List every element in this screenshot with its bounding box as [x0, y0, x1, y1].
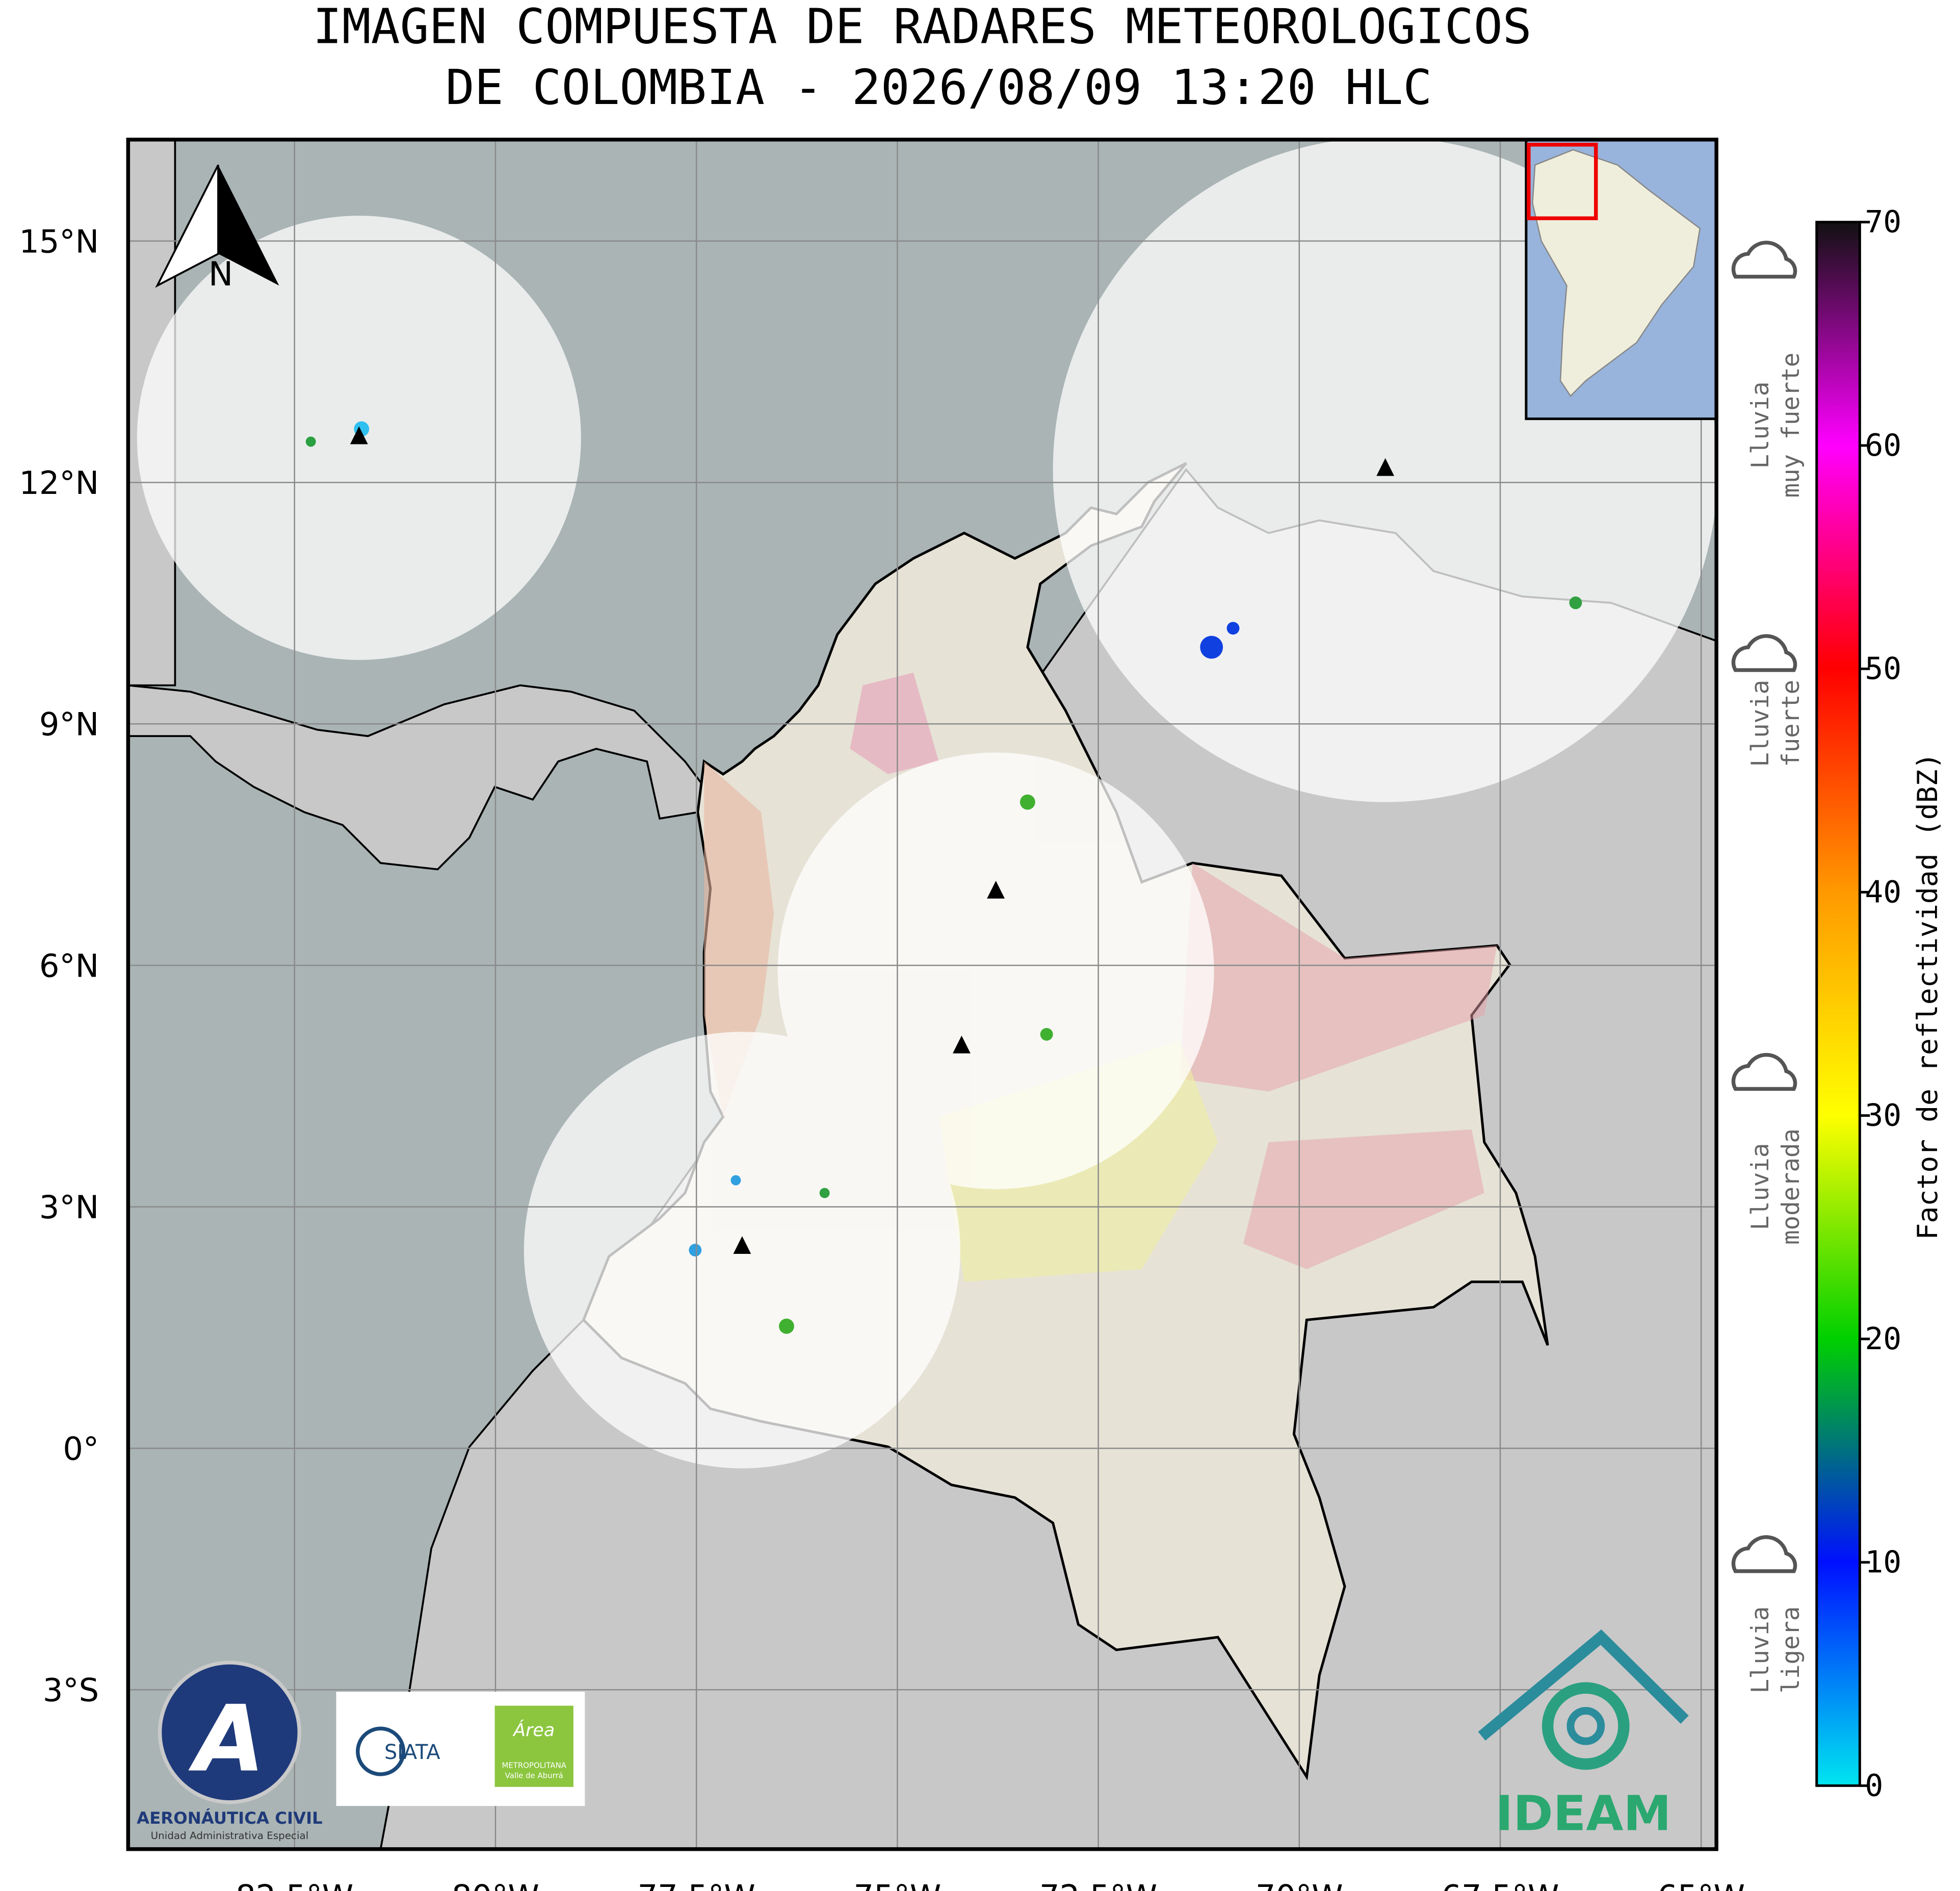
inset-highlight	[1527, 143, 1598, 221]
rain-label: ligera	[1777, 1606, 1805, 1693]
logo-circle	[158, 1661, 302, 1804]
echo	[689, 1244, 702, 1257]
x-tick-label: 67.5°W	[1441, 1878, 1559, 1891]
x-tick-label: 72.5°W	[1039, 1878, 1157, 1891]
rain-label: Lluvia	[1746, 1606, 1774, 1693]
rain-icon	[1731, 1053, 1797, 1091]
colorbar-tick-label: 20	[1865, 1322, 1901, 1357]
rain-label: Lluvia	[1746, 1143, 1774, 1230]
logo-ideam: IDEAM	[1478, 1629, 1689, 1842]
rain-icon	[1731, 1535, 1797, 1573]
coverage-circle	[777, 752, 1214, 1190]
logo-roof	[1478, 1629, 1689, 1741]
radar-sites	[350, 426, 1395, 1254]
colorbar-tick-label: 50	[1865, 651, 1901, 687]
x-tick-label: 77.5°W	[638, 1878, 755, 1891]
inset-land	[1532, 149, 1701, 397]
echo	[730, 1175, 741, 1186]
y-tick-label: 0°	[63, 1430, 99, 1467]
logo-text: IDEAM	[1495, 1785, 1671, 1842]
logo-text: METROPOLITANA	[502, 1761, 566, 1770]
echo	[1020, 794, 1035, 810]
radar-site	[952, 1035, 971, 1054]
rain-level: Lluvia ligera	[1731, 1535, 1805, 1693]
logo-text: AERONÁUTICA CIVIL	[137, 1808, 323, 1828]
region-shade	[704, 761, 774, 1117]
radar-site	[1376, 458, 1395, 476]
rain-label: moderada	[1777, 1128, 1805, 1245]
radar-site	[987, 881, 1005, 899]
y-tick-label: 15°N	[19, 223, 99, 260]
map-axes: 82.5°W 80°W 77.5°W 75°W 72.5°W 70°W 67.5°W 65°W…	[19, 223, 1745, 1891]
rain-label: fuerte	[1777, 680, 1805, 767]
region-shade	[1180, 863, 1497, 1092]
rain-label: muy fuerte	[1777, 353, 1805, 498]
colorbar-scale	[1815, 221, 1861, 1787]
land	[128, 684, 705, 871]
title-line: DE COLOMBIA - 2026/08/09 13:20 HLC	[446, 60, 1432, 116]
y-tick-label: 9°N	[39, 706, 99, 743]
logo-aerocivil: A AERONÁUTICA CIVIL Unidad Administrativ…	[137, 1661, 323, 1842]
inset-map	[1525, 139, 1717, 421]
logo-swirl	[1566, 1706, 1605, 1745]
logo-area-box	[494, 1705, 573, 1787]
y-tick-label: 6°N	[39, 947, 99, 984]
map: N A AERONÁUTICA CIVIL Unidad Administrat…	[128, 139, 1717, 1849]
map-frame	[126, 138, 1718, 1851]
x-tick-label: 75°W	[853, 1878, 941, 1891]
rain-level: Lluvia muy fuerte	[1731, 241, 1805, 498]
logo-text: Unidad Administrativa Especial	[151, 1830, 309, 1842]
echo	[819, 1188, 830, 1198]
grid	[128, 139, 1717, 1849]
y-tick-label: 12°N	[19, 464, 99, 502]
rain-label: Lluvia	[1746, 680, 1774, 767]
colorbar-tick-label: 40	[1865, 875, 1901, 910]
x-tick-label: 80°W	[452, 1878, 539, 1891]
north-label: N	[208, 255, 233, 294]
y-tick-label: 3°N	[39, 1189, 99, 1226]
x-tick-label: 65°W	[1657, 1878, 1745, 1891]
logo-sun	[356, 1726, 406, 1776]
rain-icon	[1731, 634, 1797, 672]
radar-site	[350, 426, 368, 444]
colorbar-tick-label: 70	[1865, 205, 1901, 240]
colorbar: Factor de reflectividad (dBZ) 0 10 20 30 40 5…	[1815, 205, 1944, 1803]
logo-text: Área	[512, 1719, 555, 1741]
colorbar-tick-label: 60	[1865, 428, 1901, 463]
colorbar-tick-label: 10	[1865, 1545, 1901, 1580]
colorbar-tick-label: 0	[1865, 1768, 1883, 1803]
rain-level: Lluvia moderada	[1731, 1053, 1805, 1245]
logo-glyph: A	[188, 1686, 265, 1792]
echo	[1226, 622, 1240, 635]
y-tick-label: 3°S	[43, 1672, 99, 1709]
logo-siata-area: SIATA Área METROPOLITANA Valle de Aburrá	[336, 1692, 585, 1806]
x-tick-label: 70°W	[1256, 1878, 1343, 1891]
region-shade	[1243, 1130, 1484, 1269]
rain-level: Lluvia fuerte	[1731, 634, 1805, 767]
echo	[1200, 636, 1223, 659]
rain-icon	[1731, 241, 1797, 279]
echo	[305, 436, 316, 447]
title-line: IMAGEN COMPUESTA DE RADARES METEOROLOGIC…	[313, 0, 1532, 55]
colorbar-tick-label: 30	[1865, 1098, 1901, 1134]
logo-swirl	[1541, 1682, 1630, 1770]
echo	[779, 1319, 794, 1334]
x-tick-label: 82.5°W	[236, 1878, 353, 1891]
rain-label: Lluvia	[1746, 382, 1774, 469]
colorbar-label: Factor de reflectividad (dBZ)	[1911, 753, 1944, 1240]
logo-text: Valle de Aburrá	[505, 1771, 563, 1780]
radar-site	[733, 1236, 751, 1254]
echo	[1040, 1028, 1053, 1041]
echo	[1569, 596, 1582, 610]
logo-text: SIATA	[384, 1741, 440, 1764]
